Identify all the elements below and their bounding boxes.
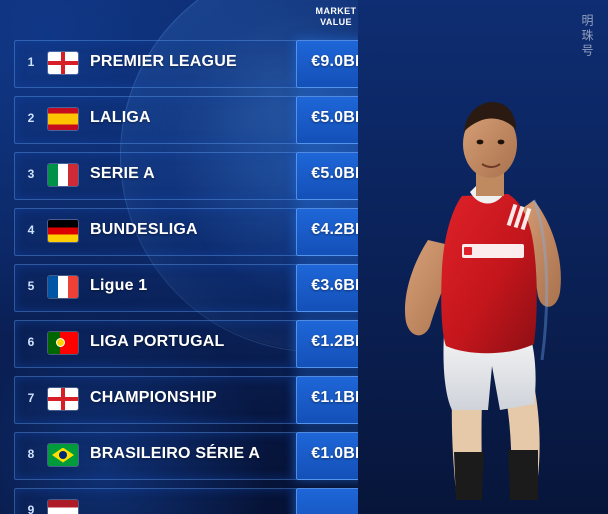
market-value-label: €4.2BN: [311, 221, 367, 238]
rank-label: 9: [27, 503, 35, 514]
market-value-header-line1: MARKET: [315, 6, 357, 16]
rank-label: 2: [27, 111, 35, 125]
rank-label: 8: [27, 447, 35, 461]
market-value-label: €1.1BN: [311, 389, 367, 406]
table-row: 6 LIGA PORTUGAL €1.2BN: [14, 320, 384, 372]
brazil-flag-icon: [48, 444, 78, 466]
market-value-label: €5.0BN: [311, 109, 367, 126]
market-value-label: €1.0BN: [311, 445, 367, 462]
england-flag-icon: [48, 52, 78, 74]
portugal-flag-icon: [48, 332, 78, 354]
market-value-label: €1.2BN: [311, 333, 367, 350]
league-name: BRASILEIRO SÉRIE A: [90, 445, 261, 462]
spain-flag-icon: [48, 108, 78, 130]
rank-label: 4: [27, 223, 35, 237]
market-value-header-line2: VALUE: [320, 17, 352, 27]
table-row: 2 LALIGA €5.0BN: [14, 96, 384, 148]
league-name: SERIE A: [90, 165, 155, 182]
league-name: CHAMPIONSHIP: [90, 389, 217, 406]
rank-label: 6: [27, 335, 35, 349]
england-flag-icon: [48, 388, 78, 410]
rank-label: 7: [27, 391, 35, 405]
league-name: LALIGA: [90, 109, 151, 126]
market-value-label: €3.6BN: [311, 277, 367, 294]
table-row: 9: [14, 488, 382, 514]
market-value-label: €9.0BN: [311, 53, 367, 70]
rank-label: 3: [27, 167, 35, 181]
germany-flag-icon: [48, 220, 78, 242]
france-flag-icon: [48, 276, 78, 298]
table-row: 5 Ligue 1 €3.6BN: [14, 264, 384, 316]
league-name: PREMIER LEAGUE: [90, 53, 237, 70]
watermark-text: 明珠号: [580, 14, 594, 59]
table-row: 7 CHAMPIONSHIP €1.1BN: [14, 376, 384, 428]
netherlands-flag-icon: [48, 500, 78, 514]
table-row: 3 SERIE A €5.0BN: [14, 152, 384, 204]
table-row: 4 BUNDESLIGA €4.2BN: [14, 208, 384, 260]
table-row: 1 PREMIER LEAGUE €9.0BN: [14, 40, 384, 92]
league-name: Ligue 1: [90, 277, 148, 294]
italy-flag-icon: [48, 164, 78, 186]
league-market-value-table: 1 PREMIER LEAGUE €9.0BN 2 LALIGA €5.0BN …: [14, 40, 384, 514]
rank-label: 5: [27, 279, 35, 293]
rank-label: 1: [27, 55, 35, 69]
market-value-label: €5.0BN: [311, 165, 367, 182]
table-row: 8 BRASILEIRO SÉRIE A €1.0BN: [14, 432, 384, 484]
football-player-photo: [358, 0, 608, 514]
league-name: LIGA PORTUGAL: [90, 333, 225, 350]
league-name: BUNDESLIGA: [90, 221, 198, 238]
market-value-column-header: MARKET VALUE: [296, 6, 376, 28]
